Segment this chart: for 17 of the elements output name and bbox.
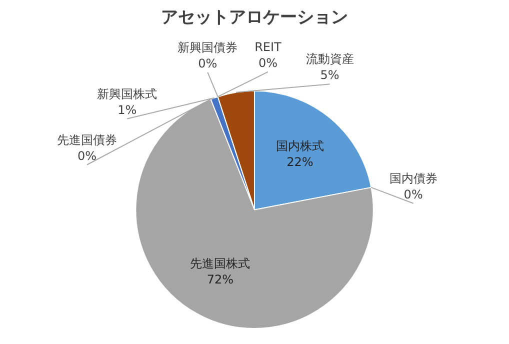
text: 0% [78, 148, 97, 163]
category-label: 先進国債券 [57, 132, 118, 147]
data-label: 5% [320, 68, 340, 82]
chart-title: アセットアロケーション [161, 8, 348, 28]
data-label: 22% [286, 154, 314, 169]
category-label: 国内債券 [389, 172, 438, 186]
slice-label: 新興国株式 [97, 86, 158, 101]
category-label: REIT [254, 40, 282, 54]
slice-label: 国内株式 [276, 138, 324, 153]
text: 0% [258, 56, 278, 70]
slice-label: 流動資産 [306, 52, 354, 66]
data-label: 1% [118, 102, 137, 117]
text: 0% [404, 188, 423, 202]
data-label: 72% [206, 272, 234, 286]
slice-label: 先進国株式 [190, 256, 250, 270]
category-label: 新興国債券 [178, 40, 238, 54]
text: 0% [198, 56, 218, 70]
